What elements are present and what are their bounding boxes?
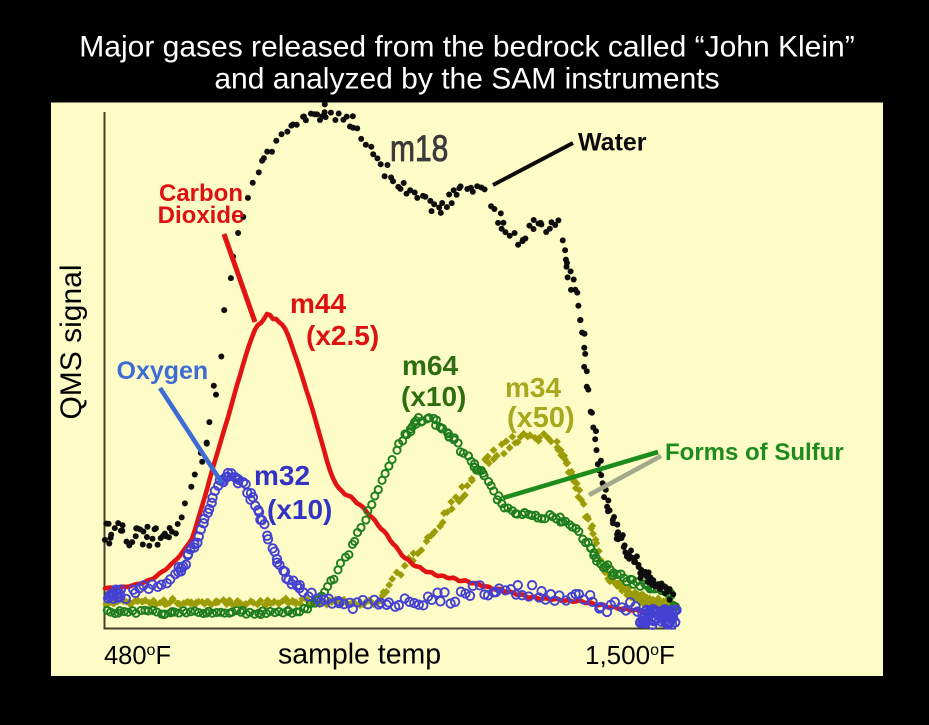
svg-text:Dioxide: Dioxide: [158, 202, 245, 229]
svg-text:(x50): (x50): [507, 402, 575, 434]
svg-text:1,500oF: 1,500oF: [585, 640, 675, 670]
svg-text:(x10): (x10): [401, 381, 466, 412]
svg-text:m18: m18: [390, 129, 448, 169]
svg-text:Forms of Sulfur: Forms of Sulfur: [665, 439, 844, 466]
svg-text:480oF: 480oF: [104, 642, 171, 670]
svg-text:Oxygen: Oxygen: [117, 357, 209, 385]
svg-text:m44: m44: [290, 288, 346, 319]
svg-text:m64: m64: [402, 350, 458, 381]
svg-text:and analyzed by the SAM instru: and analyzed by the SAM instruments: [214, 63, 719, 96]
svg-text:(x2.5): (x2.5): [306, 320, 379, 351]
svg-text:(x10): (x10): [267, 494, 332, 525]
svg-text:sample temp: sample temp: [278, 639, 441, 671]
svg-text:m32: m32: [254, 460, 310, 491]
svg-text:Carbon: Carbon: [159, 180, 243, 207]
svg-text:Water: Water: [578, 129, 647, 157]
svg-text:m34: m34: [505, 372, 561, 403]
svg-text:Major gases released from the: Major gases released from the bedrock ca…: [79, 31, 854, 64]
svg-text:QMS signal: QMS signal: [55, 264, 88, 419]
